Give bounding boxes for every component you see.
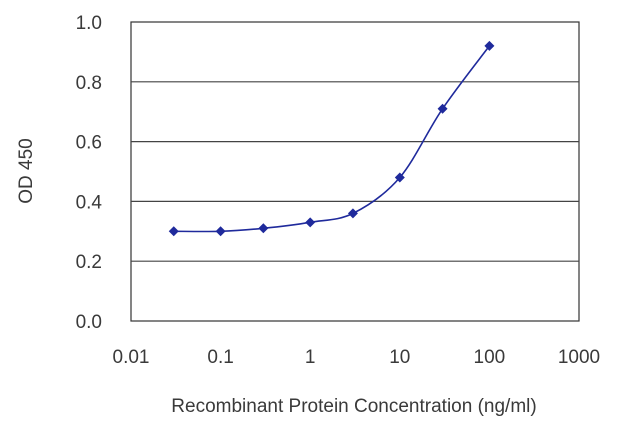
x-axis-tick-labels: 0.01 0.1 1 10 100 1000 <box>113 347 601 368</box>
y-tick-label: 0.0 <box>76 312 102 333</box>
y-tick-label: 1.0 <box>76 13 102 34</box>
data-point <box>437 103 448 114</box>
y-tick-label: 0.4 <box>76 192 103 213</box>
x-tick-label: 1000 <box>558 347 600 368</box>
x-tick-label: 0.01 <box>113 347 150 368</box>
data-point <box>394 172 405 183</box>
y-tick-label: 0.6 <box>76 133 102 154</box>
gridlines <box>131 81 579 262</box>
series-group <box>168 40 495 237</box>
y-axis-title: OD 450 <box>16 138 37 203</box>
y-tick-label: 0.2 <box>76 252 102 273</box>
plot-area <box>130 21 580 322</box>
x-axis-title: Recombinant Protein Concentration (ng/ml… <box>171 396 536 417</box>
data-point <box>347 208 358 219</box>
x-tick-label: 100 <box>474 347 506 368</box>
x-tick-label: 10 <box>389 347 410 368</box>
y-tick-label: 0.8 <box>76 73 102 94</box>
x-tick-label: 0.1 <box>207 347 233 368</box>
data-point <box>168 226 179 237</box>
data-point <box>215 226 226 237</box>
data-point <box>305 217 316 228</box>
data-point <box>484 40 495 51</box>
x-tick-label: 1 <box>305 347 316 368</box>
data-point <box>258 223 269 234</box>
y-axis-tick-labels: 0.0 0.2 0.4 0.6 0.8 1.0 <box>76 13 103 333</box>
